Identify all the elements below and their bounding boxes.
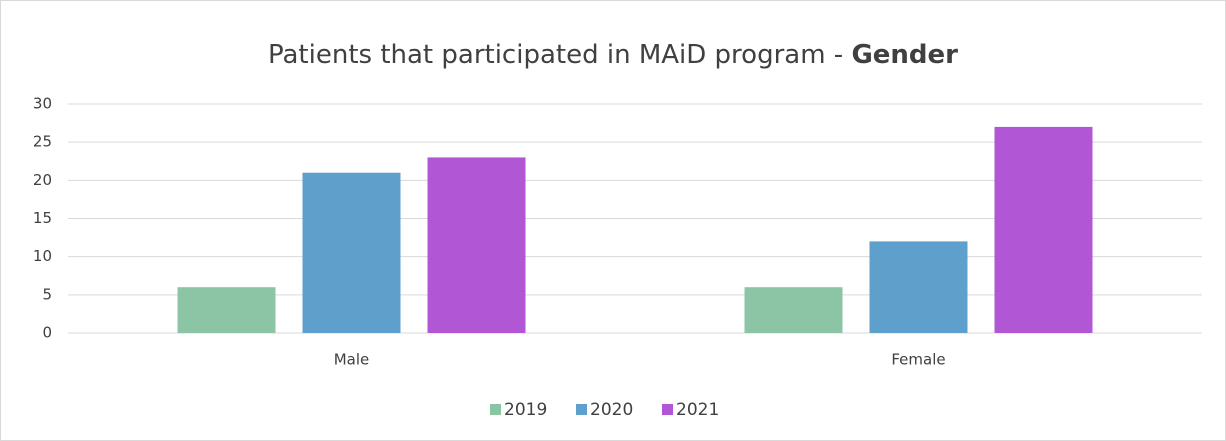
bar — [994, 126, 1093, 334]
legend-swatch — [490, 404, 501, 415]
y-tick-label: 0 — [42, 324, 52, 342]
y-tick-label: 15 — [33, 209, 52, 227]
y-tick-label: 10 — [33, 247, 52, 265]
y-tick-label: 20 — [33, 171, 52, 189]
legend-label: 2021 — [676, 400, 719, 420]
bar — [177, 287, 276, 333]
legend-label: 2020 — [590, 400, 633, 420]
chart-title: Patients that participated in MAiD progr… — [268, 40, 958, 70]
x-tick-label: Female — [891, 351, 945, 369]
x-tick-label: Male — [334, 351, 370, 369]
bar — [302, 172, 401, 333]
legend-swatch — [576, 404, 587, 415]
bar — [869, 241, 968, 333]
title-emphasis: Gender — [851, 40, 958, 70]
title-main: Patients that participated in MAiD progr… — [268, 40, 851, 70]
y-tick-label: 30 — [33, 95, 52, 113]
bar — [744, 287, 843, 333]
bar — [427, 157, 526, 333]
y-tick-label: 25 — [33, 133, 52, 151]
y-tick-label: 5 — [42, 285, 52, 303]
legend-label: 2019 — [504, 400, 547, 420]
legend-swatch — [662, 404, 673, 415]
